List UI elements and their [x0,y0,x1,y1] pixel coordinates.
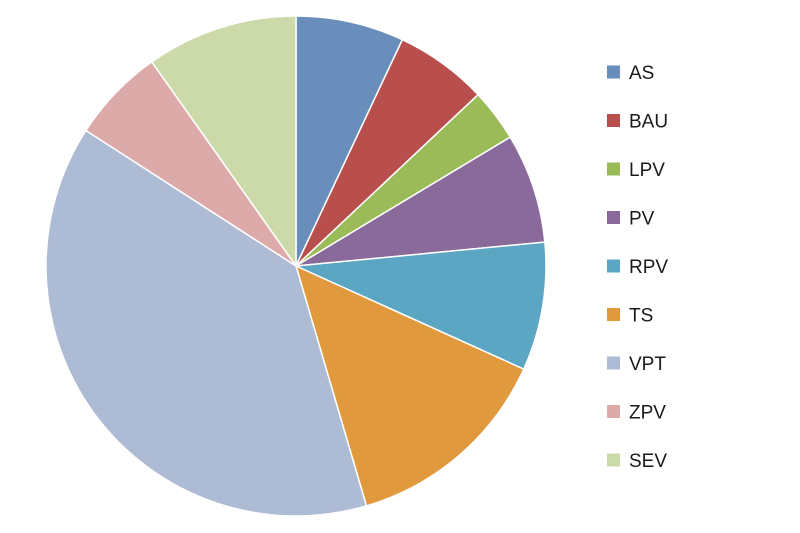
pie-slice-as [295,15,404,267]
pie-slice-rpv [295,241,547,370]
legend: AS BAU LPV PV RPV TS VPT ZPV SEV [607,63,668,472]
legend-swatch-sev [607,453,620,467]
legend-item-bau: BAU [607,112,668,133]
legend-swatch-as [607,65,620,79]
legend-item-zpv: ZPV [607,403,666,424]
legend-item-rpv: RPV [607,257,668,278]
legend-swatch-vpt [607,356,620,370]
legend-swatch-ts [607,308,620,321]
legend-label-bau: BAU [629,112,668,133]
legend-label-lpv: LPV [629,160,665,181]
legend-swatch-bau [607,114,620,127]
legend-item-as: AS [607,63,654,84]
legend-swatch-pv [607,211,620,224]
legend-swatch-zpv [607,405,620,418]
pie-slices [45,15,547,517]
legend-item-sev: SEV [607,451,667,472]
legend-label-zpv: ZPV [629,403,666,424]
legend-label-rpv: RPV [629,257,668,278]
legend-label-pv: PV [629,209,655,230]
legend-swatch-lpv [607,162,620,176]
legend-item-pv: PV [607,209,655,230]
legend-label-vpt: VPT [629,354,666,375]
legend-label-ts: TS [629,306,653,327]
legend-item-ts: TS [607,306,653,327]
pie-slice-ts [295,265,525,507]
pie-slice-vpt [45,129,368,517]
pie-slice-sev [150,15,297,267]
legend-swatch-rpv [607,259,620,273]
legend-label-sev: SEV [629,451,667,472]
legend-label-as: AS [629,63,654,84]
legend-item-vpt: VPT [607,354,666,375]
legend-item-lpv: LPV [607,160,665,181]
pie-slice-pv [295,136,546,267]
